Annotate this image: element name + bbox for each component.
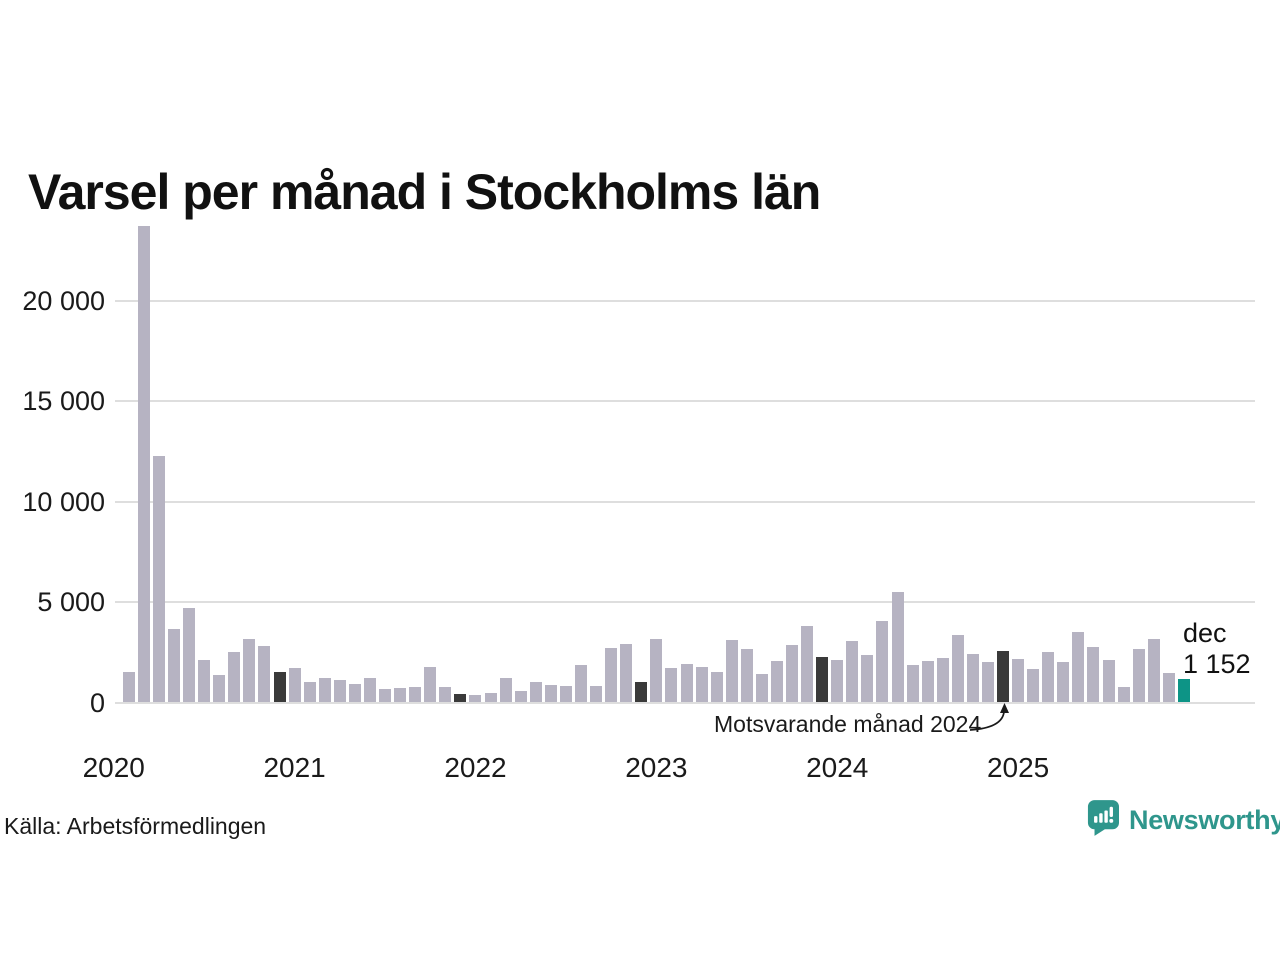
bar-aug-2020 <box>213 675 226 703</box>
bar-okt-2022 <box>605 648 618 703</box>
bar-okt-2020 <box>243 638 256 703</box>
bar-sep-2020 <box>228 651 241 703</box>
bar-apr-2025 <box>1057 661 1070 703</box>
bar-maj-2024 <box>891 591 904 703</box>
bar-aug-2024 <box>936 658 949 703</box>
newsworthy-icon <box>1087 800 1119 836</box>
bar-feb-2022 <box>484 692 497 703</box>
bar-jan-2022 <box>469 695 482 703</box>
bar-feb-2023 <box>665 668 678 703</box>
bar-okt-2025 <box>1147 638 1160 703</box>
newsworthy-wordmark: Newsworthy <box>1129 805 1280 835</box>
bar-feb-2021 <box>303 681 316 703</box>
x-tick-label-2024: 2024 <box>806 752 869 783</box>
y-tick-label-5000: 5 000 <box>37 587 105 617</box>
gridline-20000 <box>115 299 1255 302</box>
x-tick-label-2020: 2020 <box>82 752 145 783</box>
bar-nov-2023 <box>801 625 814 703</box>
bar-apr-2023 <box>695 667 708 703</box>
bar-dec-2023 <box>816 656 829 703</box>
newsworthy-logo: Newsworthy <box>1087 800 1280 836</box>
bar-okt-2021 <box>424 666 437 703</box>
bar-sep-2025 <box>1132 649 1145 703</box>
bar-nov-2024 <box>981 661 994 703</box>
bar-dec-2021 <box>454 694 467 703</box>
bar-feb-2024 <box>846 640 859 703</box>
bar-maj-2025 <box>1072 631 1085 703</box>
bar-sep-2023 <box>770 660 783 703</box>
y-tick-label-10000: 10 000 <box>22 486 105 517</box>
bar-nov-2020 <box>258 645 271 703</box>
bar-mar-2020 <box>137 226 150 703</box>
bar-apr-2024 <box>876 620 889 703</box>
bar-jun-2021 <box>363 677 376 703</box>
bar-aug-2025 <box>1117 686 1130 703</box>
bar-aug-2023 <box>755 674 768 703</box>
bar-dec-2020 <box>273 671 286 703</box>
gridline-10000 <box>115 500 1255 503</box>
bar-mar-2022 <box>499 677 512 703</box>
bar-jul-2021 <box>379 689 392 703</box>
bar-sep-2022 <box>590 686 603 703</box>
y-tick-label-0: 0 <box>89 687 105 718</box>
bar-feb-2020 <box>122 672 135 703</box>
x-tick-label-2022: 2022 <box>444 752 507 783</box>
bar-nov-2022 <box>620 644 633 703</box>
bar-maj-2023 <box>710 672 723 703</box>
bar-okt-2023 <box>786 645 798 703</box>
y-tick-label-20000: 20 000 <box>22 285 105 316</box>
bar-jun-2025 <box>1087 646 1100 703</box>
annotation-label: Motsvarande månad 2024 <box>714 711 982 737</box>
bar-jun-2020 <box>183 607 196 703</box>
bar-feb-2025 <box>1027 669 1040 703</box>
bar-okt-2024 <box>966 654 979 703</box>
bar-apr-2022 <box>514 691 527 703</box>
bar-dec-2025 <box>1177 679 1190 703</box>
bar-maj-2020 <box>168 629 181 703</box>
x-tick-label-2025: 2025 <box>986 752 1050 783</box>
bar-mar-2021 <box>318 677 331 703</box>
gridline-5000 <box>115 601 1255 603</box>
bar-jun-2024 <box>906 664 919 703</box>
bar-jan-2024 <box>831 659 844 703</box>
bar-mar-2025 <box>1042 651 1055 703</box>
x-axis-line <box>115 701 1255 704</box>
bar-nov-2021 <box>439 687 452 703</box>
bar-jun-2023 <box>725 640 738 703</box>
x-tick-label-2023: 2023 <box>625 752 688 783</box>
gridline-15000 <box>115 400 1255 402</box>
bar-jul-2023 <box>740 648 753 703</box>
bar-jun-2022 <box>544 684 557 703</box>
bar-nov-2025 <box>1162 673 1175 703</box>
bar-apr-2020 <box>152 455 165 703</box>
bar-maj-2022 <box>529 681 542 703</box>
bar-dec-2022 <box>635 681 648 703</box>
bar-aug-2021 <box>394 688 407 703</box>
bar-jan-2023 <box>650 639 663 703</box>
bar-jul-2022 <box>559 686 572 703</box>
x-tick-label-2021: 2021 <box>263 752 326 783</box>
bar-jul-2025 <box>1102 659 1115 703</box>
bar-dec-2024 <box>997 651 1010 703</box>
last-point-month: dec <box>1183 618 1227 648</box>
source-note: Källa: Arbetsförmedlingen <box>4 813 267 839</box>
bar-mar-2023 <box>680 664 693 703</box>
bar-jul-2020 <box>198 660 211 703</box>
bar-jan-2025 <box>1012 659 1025 703</box>
last-point-label: dec 1 152 <box>1183 618 1251 680</box>
bar-jan-2021 <box>288 667 301 703</box>
bar-sep-2021 <box>409 687 422 703</box>
bar-mar-2024 <box>861 655 874 703</box>
bar-maj-2021 <box>348 684 361 703</box>
y-tick-label-15000: 15 000 <box>22 386 105 416</box>
chart-title: Varsel per månad i Stockholms län <box>28 163 821 220</box>
bar-apr-2021 <box>333 679 346 703</box>
bar-sep-2024 <box>951 635 964 703</box>
bar-jul-2024 <box>921 660 934 703</box>
bar-aug-2022 <box>574 664 587 703</box>
last-point-value: 1 152 <box>1183 649 1251 679</box>
